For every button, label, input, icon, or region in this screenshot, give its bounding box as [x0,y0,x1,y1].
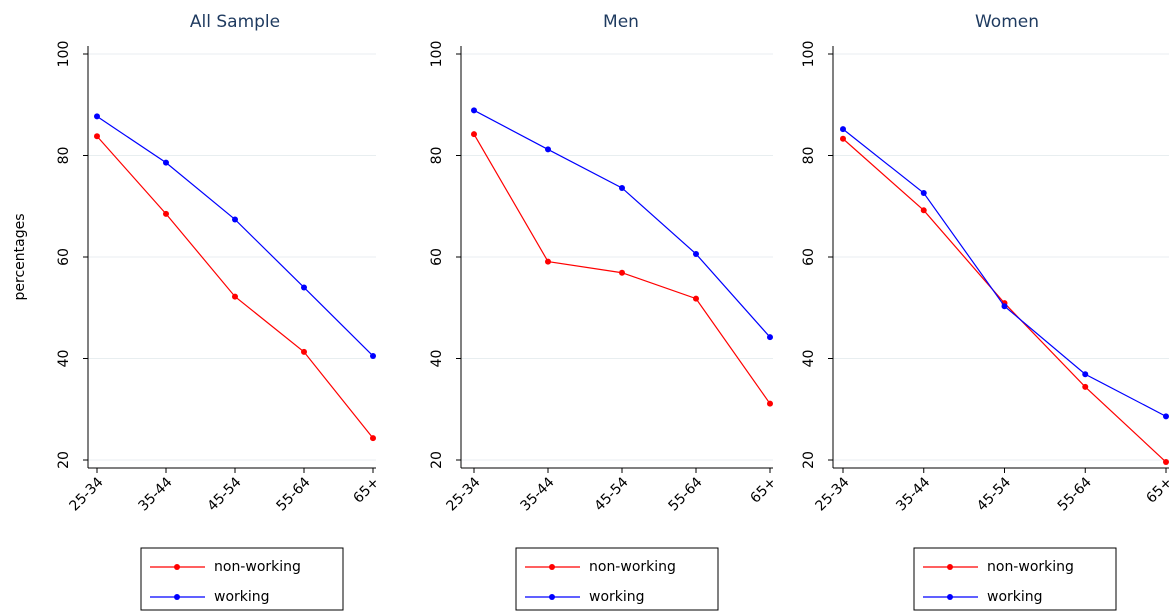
x-tick-label: 25-34 [67,474,107,514]
point [840,126,846,133]
point [693,295,699,302]
y-tick-label: 80 [801,147,817,165]
y-tick-label: 20 [429,451,445,469]
point [232,216,238,223]
point [301,348,307,355]
point [232,293,238,300]
y-tick-label: 20 [56,451,72,469]
x-tick-label: 35-44 [893,474,933,514]
x-tick-label: 45-54 [592,474,632,514]
point [1163,459,1169,466]
point [94,113,100,120]
panel: Women 20 40 60 80 100 25-34 35-44 45-54 55-64 65+ n… [801,12,1169,611]
y-tick-label: 40 [801,350,817,368]
y-tick-label: 80 [56,147,72,165]
panel: Men 20 40 60 80 100 25-34 35-44 45-54 55-64 65+ non… [429,12,780,611]
series-line [842,128,1167,417]
point [619,269,625,276]
point [163,210,169,217]
legend-marker [549,564,555,570]
y-axis-label: percentages [12,214,28,301]
x-tick-label: 65+ [1143,474,1169,506]
x-tick-label: 25-34 [444,474,484,514]
x-tick-label: 55-64 [274,474,314,514]
y-tick-label: 60 [56,248,72,266]
y-tick-label: 40 [56,350,72,368]
x-tick-label: 45-54 [205,474,245,514]
legend-label: non-working [214,559,301,575]
point [1082,383,1089,390]
y-tick-label: 80 [429,147,445,165]
legend-marker [947,564,953,570]
x-tick-label: 55-64 [666,474,706,514]
y-tick-label: 60 [801,248,817,266]
y-tick-label: 60 [429,248,445,266]
legend-marker [174,594,180,600]
legend-box [913,547,1117,611]
point [545,146,551,153]
y-tick-label: 100 [429,41,445,68]
x-tick-label: 65+ [747,474,779,506]
point [370,435,376,442]
x-tick-label: 65+ [350,474,382,506]
legend-marker [549,594,555,600]
point [370,352,376,359]
legend-label: working [589,589,645,605]
series-line [96,135,374,439]
point [619,184,625,191]
point [767,334,773,341]
x-tick-label: 45-54 [974,474,1014,514]
x-tick-label: 35-44 [518,474,558,514]
point [767,400,773,407]
y-tick-label: 100 [801,41,817,68]
x-tick-label: 55-64 [1055,474,1095,514]
point [1082,371,1089,378]
legend-box [515,547,719,611]
panel: All Sample percentages 20 40 60 80 100 25-34 35-… [12,12,383,611]
point [920,190,927,197]
x-tick-label: 35-44 [136,474,176,514]
legend-label: non-working [589,559,676,575]
point [94,133,100,140]
chart-title: Men [603,12,639,32]
legend-label: non-working [987,559,1074,575]
point [471,131,477,138]
y-tick-label: 40 [429,350,445,368]
legend-label: working [987,589,1043,605]
series-line [96,115,374,357]
legend-box [140,547,344,611]
point [693,250,699,257]
point [840,135,846,142]
point [163,159,169,166]
legend-label: working [214,589,270,605]
y-tick-label: 20 [801,451,817,469]
point [1163,413,1169,420]
point [301,284,307,291]
point [920,207,927,214]
series-line [473,133,771,405]
point [545,258,551,265]
point [1001,303,1008,310]
legend-marker [174,564,180,570]
chart-title: All Sample [190,12,280,32]
y-tick-label: 100 [56,41,72,68]
legend-marker [947,594,953,600]
point [471,107,477,114]
series-line [473,109,771,338]
chart-title: Women [975,12,1039,32]
x-tick-label: 25-34 [813,474,853,514]
